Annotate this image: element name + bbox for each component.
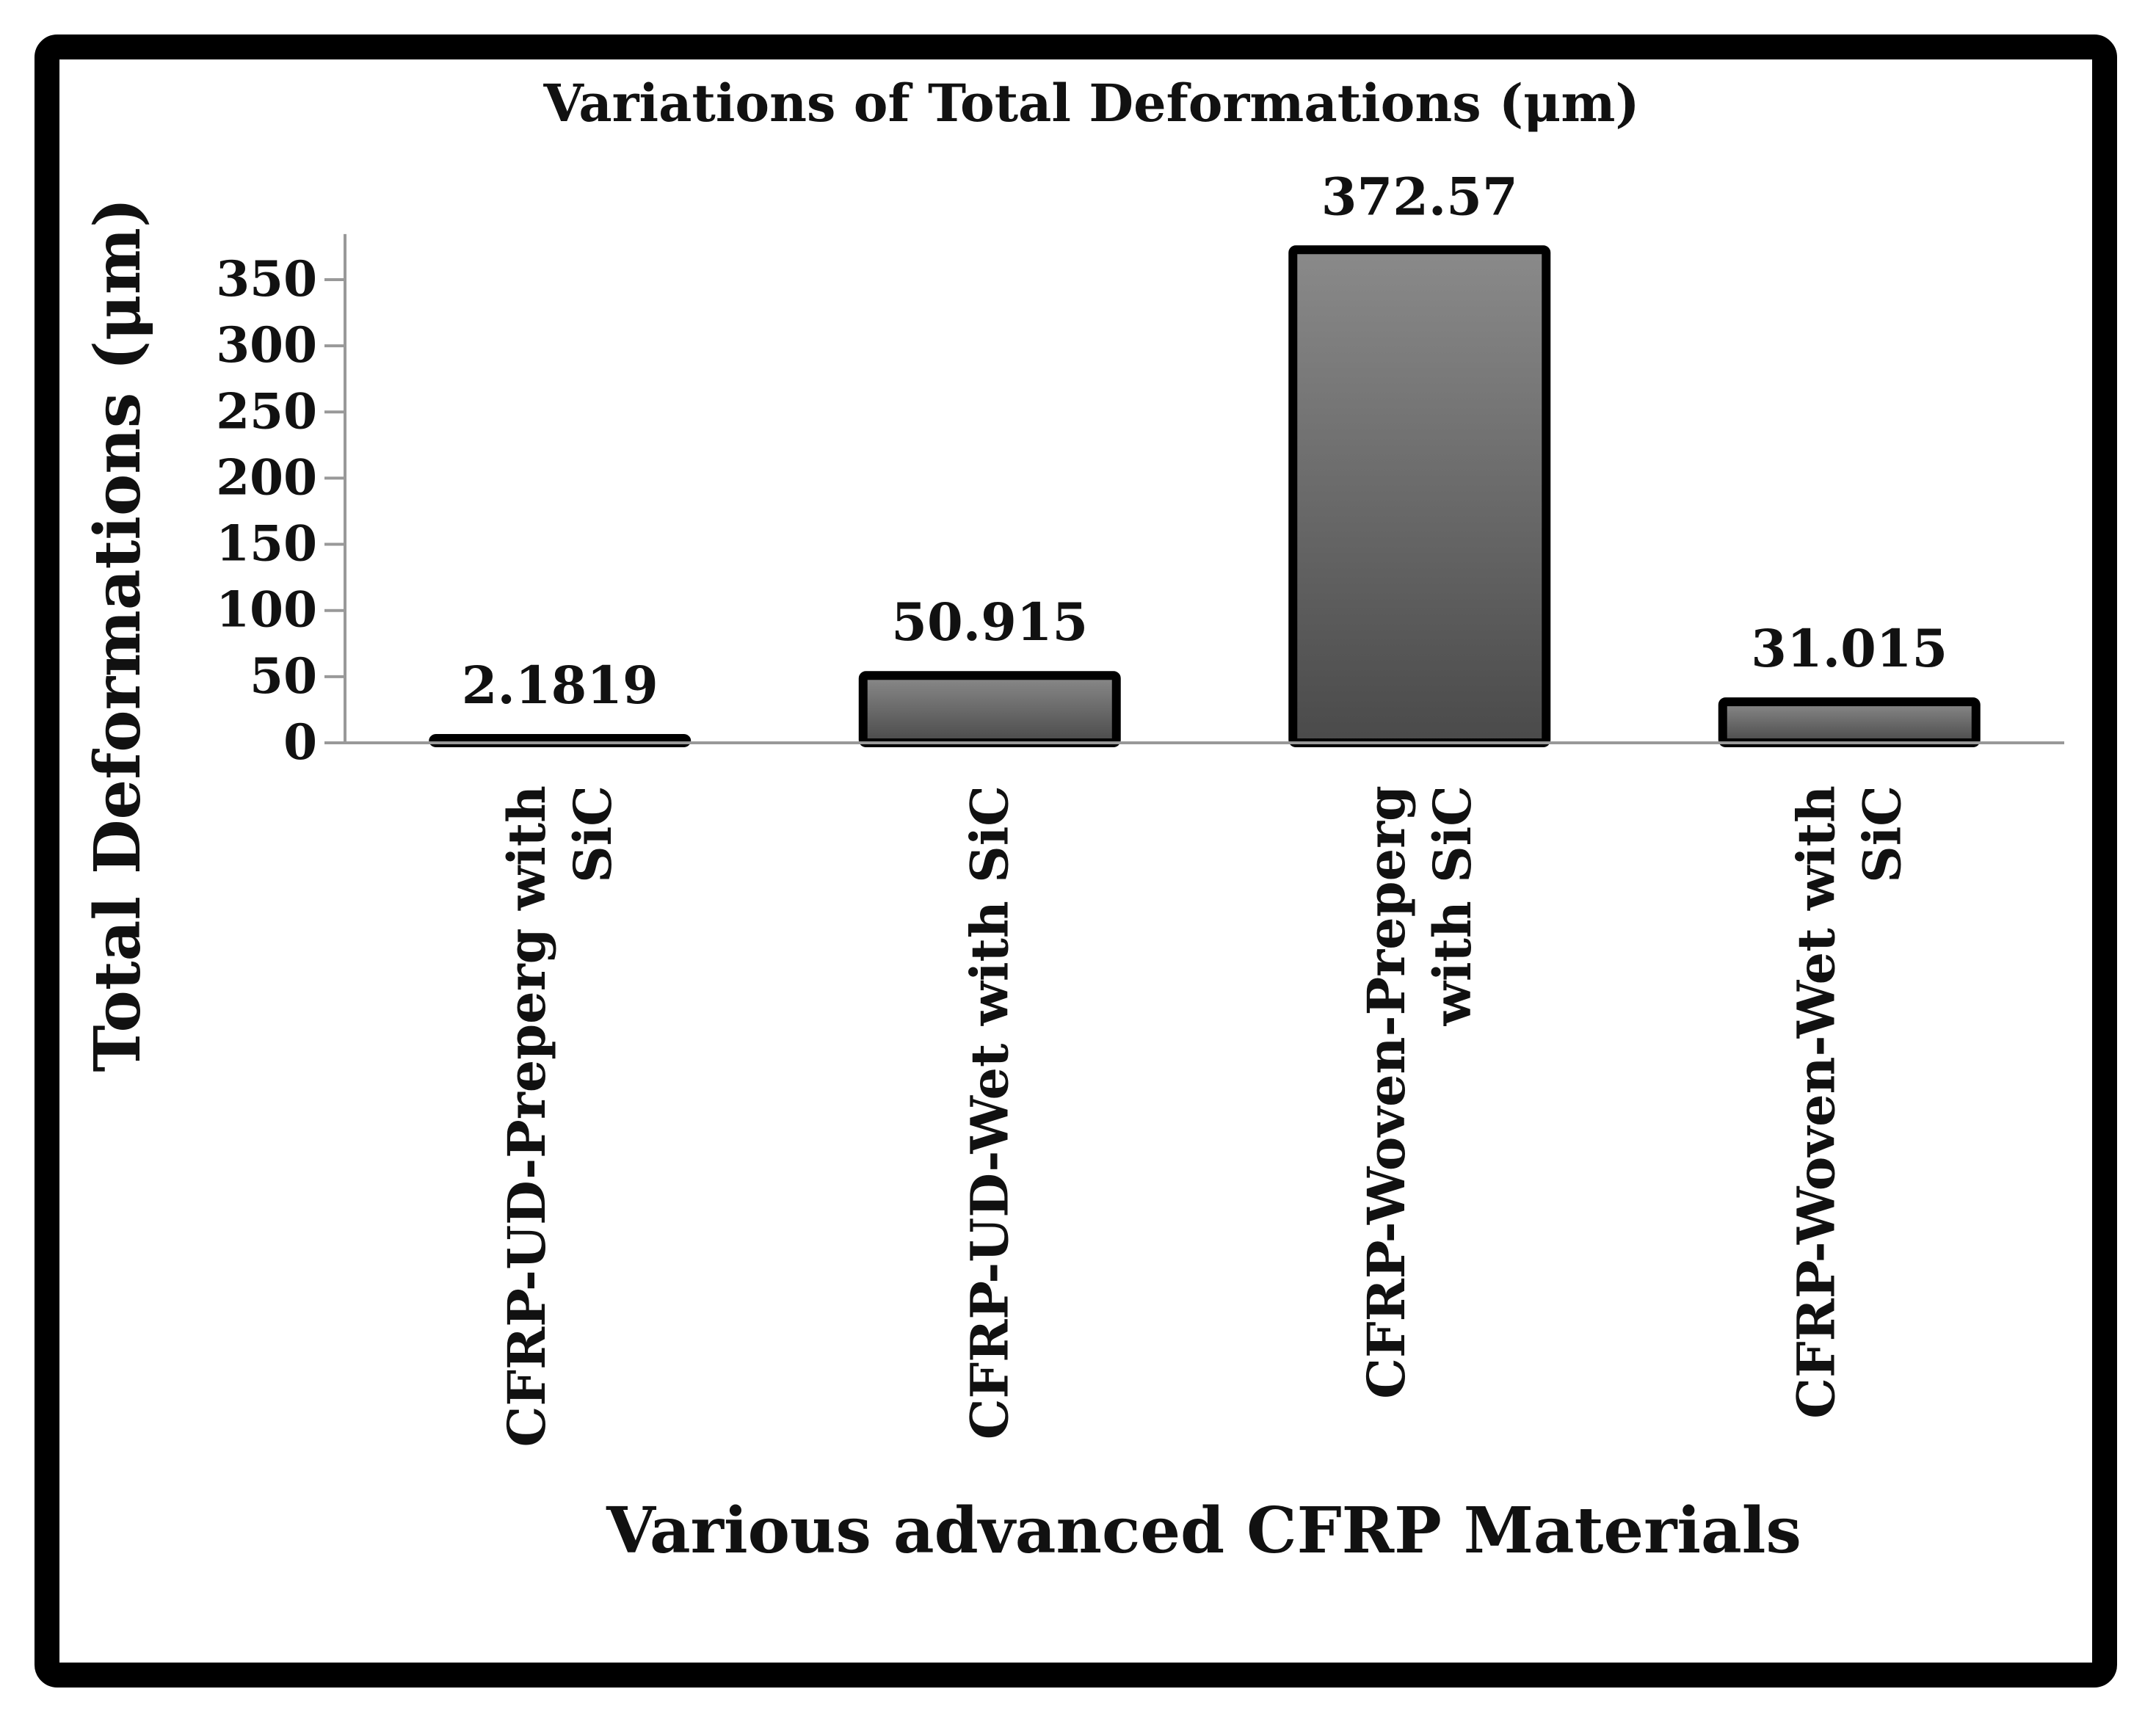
bar-value-label: 372.57 xyxy=(1321,166,1518,227)
bar-value-label: 2.1819 xyxy=(462,655,658,716)
y-tick-label: 50 xyxy=(250,647,317,705)
x-axis-label: Various advanced CFRP Materials xyxy=(606,1494,1801,1568)
value-labels: 2.1819 50.915 372.57 31.015 xyxy=(462,166,1948,716)
y-tick-label: 100 xyxy=(216,581,317,639)
y-axis-label: Total Deformations (μm) xyxy=(81,197,155,1072)
y-tick-label: 0 xyxy=(283,713,317,771)
x-category-label: SiC xyxy=(562,785,623,883)
y-tick-label: 300 xyxy=(216,316,317,374)
y-axis-ticks: 0 50 100 150 200 250 300 350 xyxy=(216,250,345,771)
x-category-label: CFRP-UD-Wet with SiC xyxy=(959,785,1020,1439)
x-category-label: with SiC xyxy=(1422,785,1483,1026)
outer-frame xyxy=(35,34,2117,1688)
chart-title: Variations of Total Deformations (μm) xyxy=(542,73,1639,134)
y-tick-label: 200 xyxy=(216,448,317,506)
x-category-label: CFRP-Woven-Preperg xyxy=(1356,785,1417,1399)
bar xyxy=(858,671,1121,747)
y-tick-label: 250 xyxy=(216,382,317,440)
bar xyxy=(1288,245,1551,747)
bar-value-label: 31.015 xyxy=(1751,618,1948,679)
y-tick-label: 150 xyxy=(216,515,317,573)
bar-value-label: 50.915 xyxy=(891,592,1088,653)
x-category-label: SiC xyxy=(1851,785,1912,883)
x-axis-category-labels: CFRP-UD-Preperg with SiC CFRP-UD-Wet with … xyxy=(496,785,1913,1447)
x-category-label: CFRP-Woven-Wet with xyxy=(1785,785,1846,1419)
bar xyxy=(1718,697,1981,747)
x-category-label: CFRP-UD-Preperg with xyxy=(496,785,557,1447)
y-tick-label: 350 xyxy=(216,250,317,308)
